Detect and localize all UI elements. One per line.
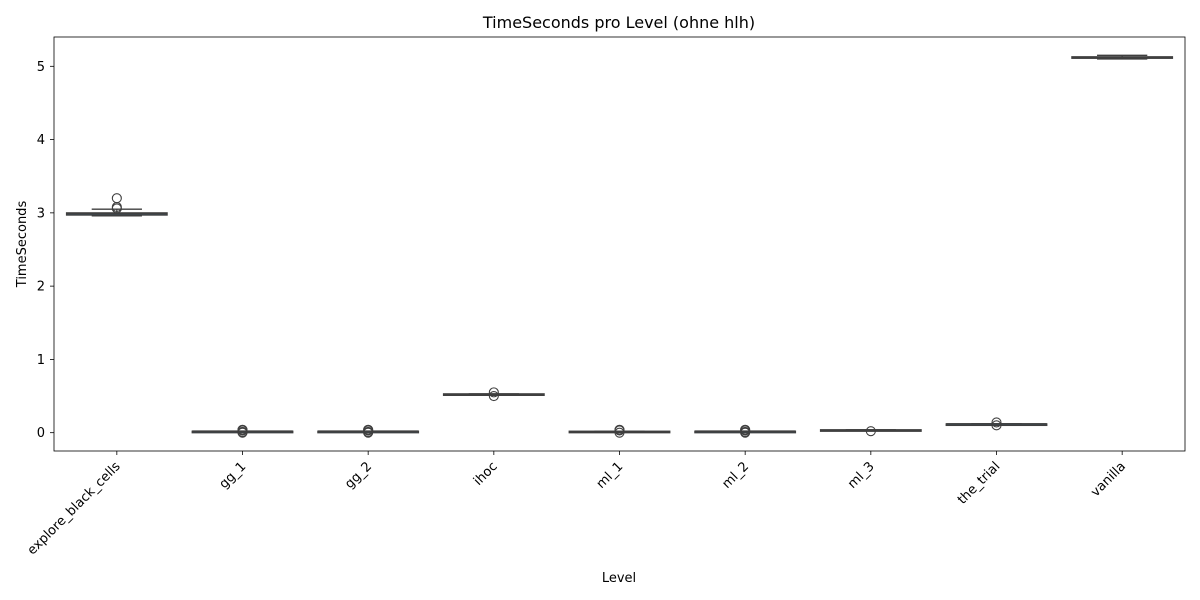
outlier-point — [865, 426, 876, 437]
x-tick-label: gg_1 — [217, 459, 250, 492]
chart-title: TimeSeconds pro Level (ohne hlh) — [482, 13, 755, 32]
box-group-ml_1 — [568, 424, 671, 438]
plot-area — [65, 54, 1174, 438]
axes-frame — [53, 36, 1186, 452]
outlier-point — [991, 420, 1002, 431]
outlier-point — [991, 417, 1002, 428]
y-tick-label: 5 — [37, 60, 45, 75]
box-group-gg_2 — [317, 424, 420, 438]
box-group-gg_1 — [191, 424, 294, 438]
outlier-point — [363, 424, 374, 435]
x-axis: explore_black_cells gg_1 gg_2 ihoc ml_1 ml_2 m… — [25, 451, 1129, 558]
box-group-vanilla — [1071, 54, 1174, 60]
x-tick-label: explore_black_cells — [25, 459, 124, 558]
y-axis-label: TimeSeconds — [15, 201, 30, 289]
outlier-point — [740, 424, 751, 435]
x-tick-label: the_trial — [955, 459, 1003, 507]
box-group-ihoc — [442, 387, 545, 402]
x-tick-label: ml_2 — [719, 459, 752, 492]
y-axis: 0 1 2 3 4 5 — [37, 60, 54, 441]
x-tick-label: vanilla — [1088, 459, 1129, 500]
y-tick-label: 2 — [37, 280, 45, 295]
outlier-point — [111, 193, 122, 204]
x-axis-label: Level — [602, 571, 636, 586]
x-tick-label: gg_2 — [342, 459, 375, 492]
x-tick-label: ml_3 — [845, 459, 878, 492]
y-tick-label: 0 — [37, 426, 45, 441]
x-tick-label: ihoc — [471, 459, 501, 489]
y-tick-label: 4 — [37, 133, 45, 148]
outlier-point — [614, 424, 625, 435]
box-group-ml_3 — [819, 426, 922, 437]
y-tick-label: 1 — [37, 353, 45, 368]
box-group-ml_2 — [694, 424, 797, 438]
x-tick-label: ml_1 — [594, 459, 627, 492]
outlier-point — [488, 387, 499, 398]
outlier-point — [488, 390, 499, 402]
box-group-the_trial — [945, 417, 1048, 431]
y-tick-label: 3 — [37, 206, 45, 221]
box-group-explore_black_cells — [65, 193, 168, 217]
outlier-point — [237, 424, 248, 435]
